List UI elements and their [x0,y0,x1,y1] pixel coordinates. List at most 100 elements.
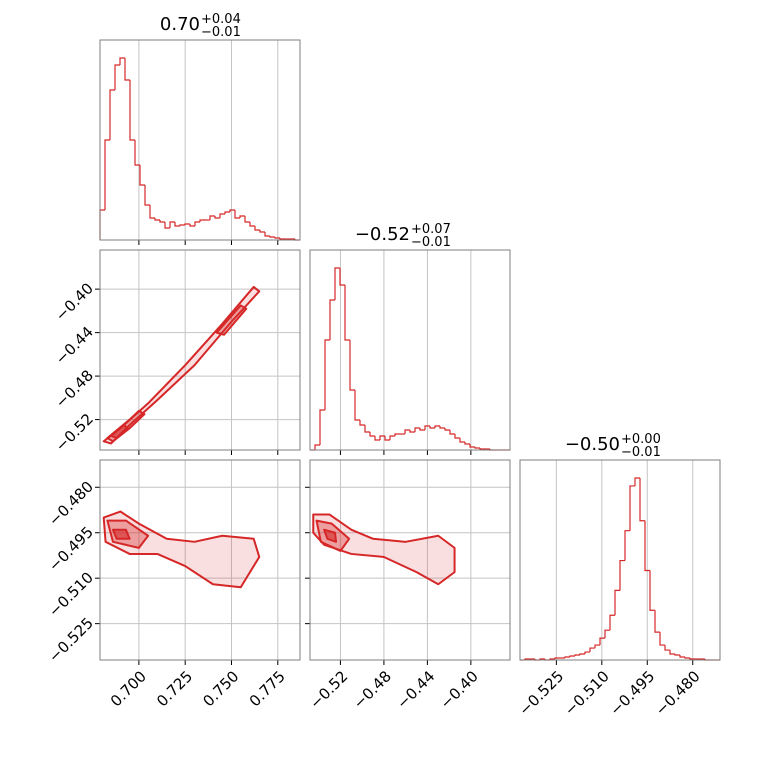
y-tick-label: −0.44 [52,323,97,368]
x-tick-label: −0.480 [652,667,704,719]
hist-step [374,436,380,441]
title-value: −0.50 [565,434,620,455]
hist-step [589,647,595,653]
hist-step [104,139,110,210]
hist-step [239,215,245,218]
hist-step [689,658,695,660]
hist-step [174,222,180,227]
hist-step [434,425,440,428]
hist-step [614,589,620,616]
hist-step [164,222,170,229]
y-tick-label: −0.52 [52,410,97,455]
hist-step [259,230,265,233]
hist-step [274,237,280,239]
hist-step [409,430,415,433]
hist-step [649,570,655,611]
x-tick-label: −0.44 [393,667,438,712]
hist-step [584,651,590,655]
panel-frame [309,249,511,451]
hist-step [479,448,485,450]
hist-step [469,444,475,448]
panel-frame [519,459,721,661]
hist-step [629,485,635,531]
title-value: 0.70 [160,14,200,35]
contour [323,528,338,543]
title-plus: +0.00 [621,432,661,447]
hist-step [124,58,130,81]
hist-step [659,632,665,646]
x-tick-label: −0.495 [606,667,658,719]
hist-step [219,213,225,218]
hist-step [139,165,145,186]
hist-step [594,644,600,649]
hist-step [419,428,425,431]
hist-step [364,425,370,433]
hist-step [109,89,115,140]
contour [102,285,261,445]
hist-step [429,426,435,429]
hist-step [199,219,205,222]
hist-step [384,436,390,441]
hist-step [639,478,645,522]
hist-step [269,236,275,238]
y-tick-label: −0.480 [45,478,97,530]
hist-step [679,655,685,658]
hist-step [234,210,240,219]
hist-step [464,442,470,445]
x-tick-label: 0.775 [246,667,289,710]
hist-step [609,614,615,631]
hist-step [179,224,185,226]
title-minus: −0.01 [411,235,451,250]
x-tick-label: 0.700 [107,667,150,710]
hist-step [209,215,215,220]
hist-step [224,211,230,214]
hist-step [574,654,580,657]
hist-step [314,444,320,450]
hist-step [189,224,195,227]
hist-step [359,420,365,426]
hist-step [599,637,605,646]
x-tick-label: −0.52 [306,667,351,712]
hist-step [684,657,690,659]
hist-step [159,220,165,223]
hist-step [644,520,650,572]
hist-step [324,339,330,410]
y-tick-label: −0.510 [45,568,97,620]
title-minus: −0.01 [201,25,241,40]
hist-step [604,629,610,639]
title-value: −0.52 [355,224,410,245]
panel-frame [309,459,511,661]
hist-step [254,226,260,231]
title-plus: +0.04 [201,12,241,27]
panel-frame [99,249,301,451]
hist-step [339,268,345,286]
hist-step [654,610,660,633]
hist-step [424,425,430,430]
x-tick-label: −0.48 [350,667,395,712]
hist-step [344,285,350,341]
hist-step [264,232,270,237]
panel-frame [99,459,301,661]
hist-step [439,426,445,429]
y-tick-label: −0.495 [45,523,97,575]
hist-step [624,530,630,561]
contour [111,528,131,540]
hist-step [674,654,680,656]
hist-step [454,434,460,439]
x-tick-label: 0.725 [153,667,196,710]
hist-step [404,429,410,434]
hist-step [319,409,325,445]
hist-step [114,64,120,90]
hist-step [229,209,235,212]
panel-frame [99,39,301,241]
hist-step [334,267,340,300]
hist-step [369,432,375,437]
hist-step [569,655,575,658]
hist-step [564,656,570,659]
y-tick-label: −0.40 [52,279,97,324]
hist-step [389,435,395,440]
hist-step [354,390,360,421]
hist-step [169,221,175,228]
hist-step [184,223,190,225]
